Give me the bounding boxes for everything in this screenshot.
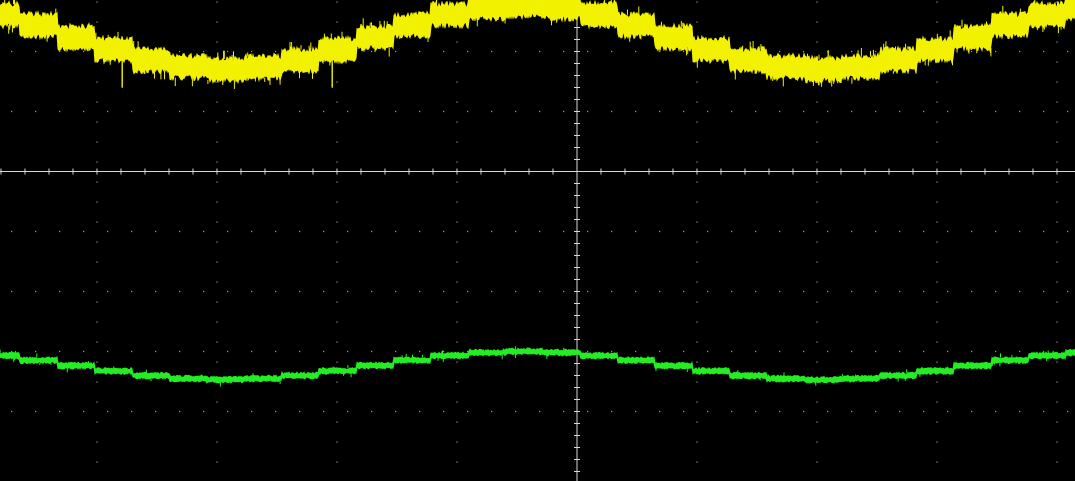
trace-channel-2 <box>0 346 1075 387</box>
trace-band <box>0 347 1075 384</box>
traces <box>0 0 1075 387</box>
trace-band <box>0 0 1075 85</box>
trace-channel-1 <box>0 0 1075 89</box>
